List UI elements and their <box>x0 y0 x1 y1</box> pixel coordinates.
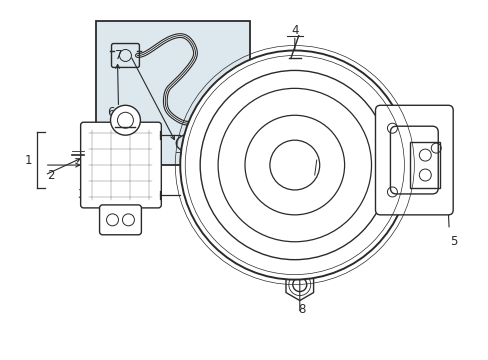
FancyBboxPatch shape <box>81 122 161 208</box>
Polygon shape <box>285 269 313 301</box>
Circle shape <box>180 50 408 280</box>
Text: 2: 2 <box>47 168 54 181</box>
Text: 3: 3 <box>77 188 84 202</box>
Circle shape <box>110 105 140 135</box>
Bar <box>95 21 249 165</box>
Text: 6: 6 <box>106 106 114 119</box>
FancyBboxPatch shape <box>100 205 141 235</box>
FancyBboxPatch shape <box>375 105 452 215</box>
Text: 8: 8 <box>298 303 305 316</box>
Text: 4: 4 <box>290 24 298 37</box>
Text: 1: 1 <box>25 154 33 167</box>
Text: 7: 7 <box>115 49 122 62</box>
Text: 5: 5 <box>449 235 457 248</box>
